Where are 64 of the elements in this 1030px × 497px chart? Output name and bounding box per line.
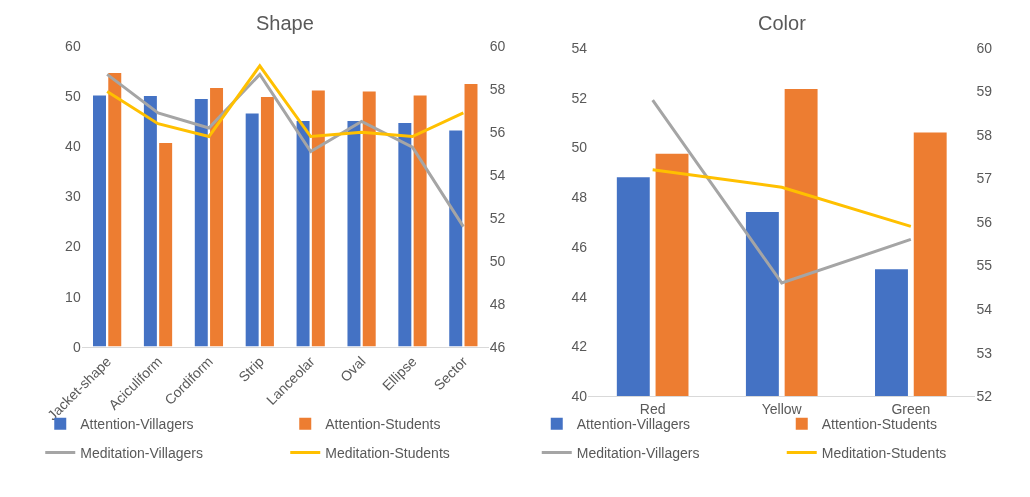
y2-tick-label: 58 xyxy=(489,81,506,98)
chart-title: Shape xyxy=(256,12,314,34)
y-tick-label: 0 xyxy=(72,338,81,355)
bar xyxy=(210,88,224,347)
y2-tick-label: 56 xyxy=(489,124,506,141)
legend-label: Meditation-Villagers xyxy=(576,444,700,461)
bar xyxy=(194,99,208,347)
bar xyxy=(464,84,478,347)
x-tick-label: Red xyxy=(639,400,666,417)
bar xyxy=(398,123,412,347)
legend-label: Meditation-Students xyxy=(821,444,947,461)
y2-tick-label: 52 xyxy=(976,388,993,405)
bar xyxy=(143,96,157,347)
bar xyxy=(93,95,106,347)
legend-label: Attention-Villagers xyxy=(80,416,194,433)
x-tick-label: Green xyxy=(891,400,931,417)
y-tick-label: 44 xyxy=(571,288,588,305)
y2-tick-label: 59 xyxy=(976,83,993,100)
y2-tick-label: 46 xyxy=(489,338,506,355)
y2-tick-label: 60 xyxy=(976,39,993,56)
y-tick-label: 40 xyxy=(65,138,81,155)
legend-label: Meditation-Villagers xyxy=(80,444,203,461)
y2-tick-label: 57 xyxy=(976,170,993,187)
y-tick-label: 48 xyxy=(571,189,588,206)
bar xyxy=(311,90,325,347)
bar xyxy=(260,97,274,347)
bar xyxy=(413,95,427,347)
bar xyxy=(159,143,173,347)
legend-label: Meditation-Students xyxy=(325,444,450,461)
y2-tick-label: 58 xyxy=(976,126,993,143)
y-tick-label: 54 xyxy=(571,39,588,56)
chart-title: Color xyxy=(758,12,807,34)
line-series xyxy=(105,72,465,229)
y2-tick-label: 50 xyxy=(489,252,506,269)
bar xyxy=(449,130,463,347)
y-tick-label: 52 xyxy=(571,89,588,106)
y-tick-label: 60 xyxy=(65,38,81,55)
x-tick-label: Yellow xyxy=(761,400,803,417)
legend-label: Attention-Students xyxy=(821,416,937,433)
y2-tick-label: 54 xyxy=(976,301,993,317)
bar xyxy=(245,113,259,347)
y-tick-label: 50 xyxy=(571,139,588,156)
bar xyxy=(362,91,376,347)
x-tick-label: Strip xyxy=(235,353,268,385)
bar xyxy=(347,121,361,347)
bar xyxy=(296,121,310,347)
y-tick-label: 20 xyxy=(65,238,81,255)
y2-tick-label: 54 xyxy=(489,167,506,184)
y-tick-label: 10 xyxy=(65,288,81,305)
y-tick-label: 30 xyxy=(65,188,81,205)
legend-label: Attention-Students xyxy=(325,416,441,433)
y2-tick-label: 56 xyxy=(976,213,993,230)
legend-label: Attention-Villagers xyxy=(576,416,691,433)
y2-tick-label: 60 xyxy=(489,38,506,55)
bar xyxy=(108,72,122,347)
y-tick-label: 50 xyxy=(65,88,81,105)
y-tick-label: 42 xyxy=(571,338,588,355)
y-tick-label: 46 xyxy=(571,238,588,255)
y2-tick-label: 55 xyxy=(976,257,993,274)
y2-tick-label: 48 xyxy=(489,295,506,312)
y2-tick-label: 52 xyxy=(489,209,506,226)
y-tick-label: 40 xyxy=(571,388,588,405)
line-series xyxy=(105,64,465,139)
y2-tick-label: 53 xyxy=(976,344,993,361)
